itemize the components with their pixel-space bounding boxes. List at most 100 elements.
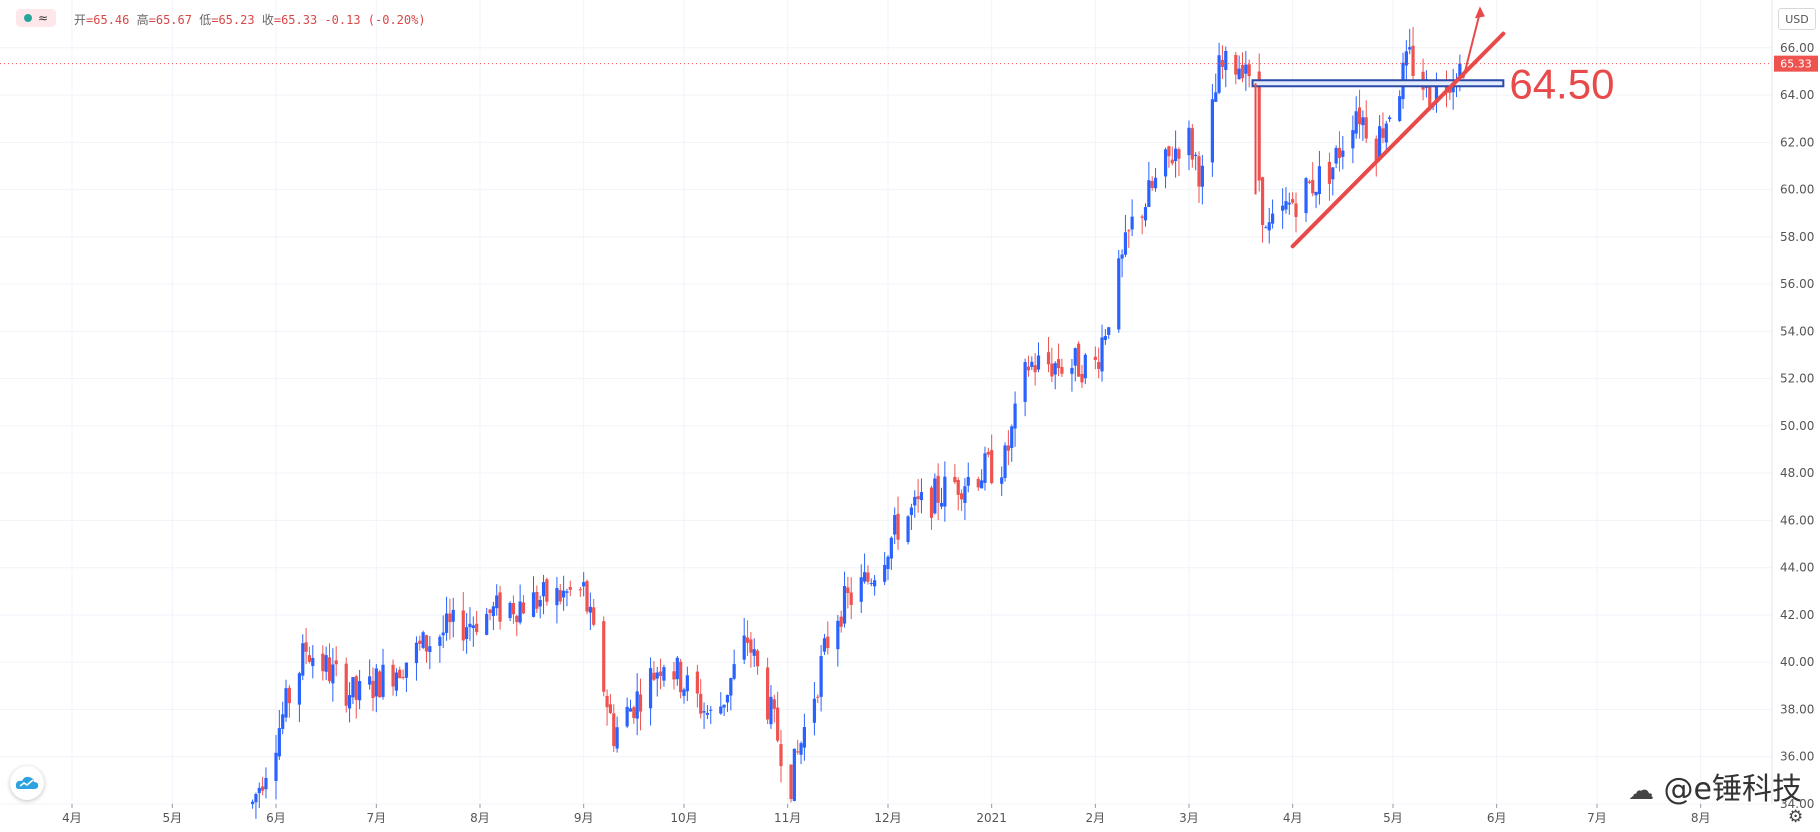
- candle-body: [284, 688, 288, 718]
- candle-body: [1083, 354, 1087, 379]
- candle-body: [1311, 179, 1315, 194]
- candle-body: [936, 475, 940, 503]
- candle-body: [1237, 68, 1241, 80]
- candle-body: [1458, 63, 1462, 78]
- candle-body: [695, 671, 699, 694]
- candle-body: [638, 694, 643, 712]
- candle-body: [635, 691, 639, 719]
- candle-body: [719, 706, 723, 714]
- candle-body: [515, 615, 519, 623]
- candle-body: [933, 478, 937, 514]
- support-band: [1251, 79, 1505, 88]
- candle-body: [428, 646, 432, 653]
- candlestick-series: [250, 27, 1462, 819]
- candle-body: [535, 592, 539, 609]
- y-tick-label: 42.00: [1780, 608, 1814, 622]
- x-tick-label: 2月: [1086, 811, 1106, 825]
- y-tick-label: 66.00: [1780, 41, 1814, 55]
- candle-body: [869, 583, 873, 585]
- candle-body: [1117, 258, 1121, 330]
- candle-body: [913, 496, 917, 506]
- candle-body: [414, 642, 419, 664]
- candle-body: [1170, 159, 1174, 164]
- candle-body: [1140, 216, 1144, 218]
- low-label: 低: [199, 13, 212, 27]
- candle-body: [1247, 64, 1251, 77]
- candle-body: [1036, 355, 1041, 370]
- candle-body: [826, 636, 830, 649]
- candle-body: [394, 672, 398, 691]
- candle-body: [1408, 47, 1412, 50]
- ohlc-readout: 开=65.46 高=65.67 低=65.23 收=65.33 -0.13 (-…: [74, 11, 426, 28]
- level-callout: 64.50: [1509, 60, 1614, 107]
- x-tick-label: 3月: [1179, 811, 1199, 825]
- candle-body: [568, 586, 572, 590]
- candle-body: [461, 610, 465, 641]
- candle-body: [725, 695, 730, 703]
- candle-body: [916, 496, 920, 500]
- candle-body: [652, 672, 656, 680]
- candle-body: [1398, 96, 1402, 121]
- candle-body: [655, 672, 659, 679]
- candle-body: [1220, 59, 1225, 68]
- x-tick-label: 11月: [774, 811, 801, 825]
- candle-body: [351, 677, 355, 698]
- candle-body: [749, 639, 753, 653]
- candle-body: [1130, 216, 1134, 230]
- candle-body: [261, 786, 265, 791]
- candle-body: [1033, 365, 1037, 373]
- cloud-logo-icon: [15, 776, 39, 789]
- candle-body: [986, 451, 990, 455]
- candle-body: [424, 635, 429, 652]
- y-tick-label: 36.00: [1780, 750, 1814, 764]
- candle-body: [264, 777, 268, 790]
- candle-body: [588, 606, 592, 613]
- breakout-arrow-head: [1474, 6, 1485, 19]
- candle-body: [886, 556, 890, 569]
- candle-body: [889, 537, 893, 559]
- low-value: =65.23: [211, 13, 255, 27]
- candle-body: [558, 590, 562, 602]
- candle-body: [672, 671, 676, 680]
- candle-body: [562, 590, 566, 598]
- candle-body: [281, 714, 285, 729]
- candle-body: [327, 657, 332, 682]
- y-tick-label: 44.00: [1780, 561, 1814, 575]
- candle-body: [1260, 177, 1265, 226]
- settings-gear-icon[interactable]: ⚙: [1788, 807, 1804, 827]
- x-tick-label: 8月: [470, 811, 490, 825]
- candle-body: [963, 486, 967, 503]
- x-tick-label: 6月: [266, 811, 286, 825]
- candle-body: [378, 671, 382, 698]
- candle-body: [1053, 363, 1057, 375]
- candle-body: [565, 591, 569, 593]
- candle-body: [585, 581, 589, 612]
- candle-body: [297, 673, 302, 705]
- candle-body: [277, 728, 281, 757]
- candle-body: [812, 698, 817, 723]
- candle-body: [391, 664, 395, 687]
- candle-body: [1374, 138, 1378, 161]
- legend-toggle[interactable]: ≈: [16, 9, 56, 27]
- candle-body: [511, 603, 516, 615]
- candle-body: [1351, 130, 1355, 149]
- candle-body: [896, 513, 900, 540]
- candle-body: [802, 727, 806, 748]
- candle-body: [909, 507, 914, 516]
- y-tick-label: 60.00: [1780, 183, 1814, 197]
- currency-button[interactable]: USD: [1778, 8, 1816, 30]
- candle-body: [521, 602, 526, 614]
- tradingview-logo-button[interactable]: [10, 766, 44, 800]
- candle-body: [966, 477, 970, 486]
- candle-body: [465, 627, 469, 640]
- y-tick-label: 48.00: [1780, 466, 1814, 480]
- candle-body: [943, 476, 947, 507]
- weibo-logo-icon: ☁: [1628, 776, 1654, 806]
- candle-body: [491, 606, 495, 617]
- candle-body: [612, 713, 616, 747]
- candle-body: [1073, 348, 1077, 366]
- candle-body: [1167, 146, 1171, 157]
- candle-body: [1411, 45, 1415, 76]
- candle-body: [374, 668, 378, 697]
